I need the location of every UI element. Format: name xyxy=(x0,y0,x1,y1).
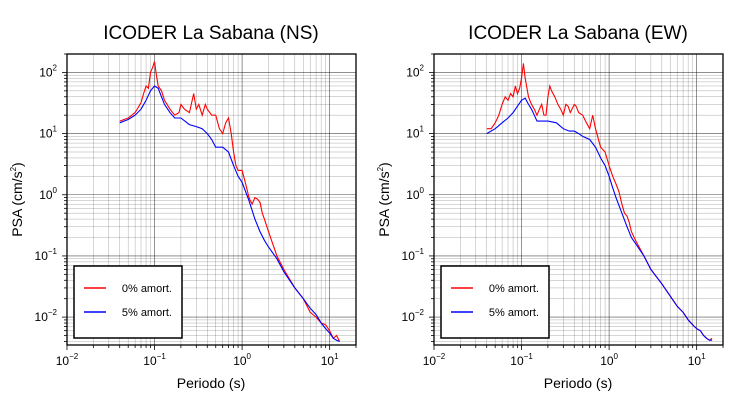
x-tick-label: 100 xyxy=(233,352,251,368)
x-tick-label: 10−2 xyxy=(423,352,446,368)
x-tick-label: 100 xyxy=(600,352,618,368)
x-tick-label: 10−1 xyxy=(143,352,166,368)
panel-ew: 10−2 10−1 100 101 102 101 100 10−1 10−2 ICODER La… xyxy=(376,23,724,391)
legend-box xyxy=(440,265,550,339)
grid xyxy=(433,53,724,345)
legend-label: 0% amort. xyxy=(489,283,539,295)
legend-label: 5% amort. xyxy=(489,307,539,319)
x-tick-label: 10−2 xyxy=(56,352,79,368)
legend: 0% amort. 5% amort. xyxy=(73,265,183,339)
ticks xyxy=(429,53,724,350)
plot-frame xyxy=(66,53,357,346)
ticks xyxy=(62,53,357,350)
x-tick-label: 10−1 xyxy=(510,352,533,368)
y-tick-label: 100 xyxy=(406,186,424,202)
x-axis-label: Periodo (s) xyxy=(544,375,612,391)
y-tick-label: 10−1 xyxy=(402,247,425,263)
plot-area xyxy=(119,61,341,343)
chart-title: ICODER La Sabana (EW) xyxy=(468,23,688,44)
y-axis-label: PSA (cm/s2) xyxy=(376,162,392,236)
legend: 0% amort. 5% amort. xyxy=(440,265,550,339)
legend-box xyxy=(73,265,183,339)
series-line-5-amort- xyxy=(486,97,713,341)
x-tick-label: 101 xyxy=(688,352,706,368)
x-axis-label: Periodo (s) xyxy=(177,375,245,391)
x-tick-label: 101 xyxy=(321,352,339,368)
plot-area xyxy=(486,63,713,341)
y-axis-label: PSA (cm/s2) xyxy=(9,162,25,236)
series-line-0-amort- xyxy=(119,61,341,342)
panel-ns: 10−2 10−1 100 101 102 101 100 10−1 10−2 ICODER La… xyxy=(9,23,357,391)
plot-frame xyxy=(433,53,724,346)
y-tick-label: 101 xyxy=(39,125,57,141)
y-tick-label: 102 xyxy=(39,63,57,79)
y-tick-label: 100 xyxy=(39,186,57,202)
chart-title: ICODER La Sabana (NS) xyxy=(103,23,318,44)
y-tick-label: 102 xyxy=(406,63,424,79)
grid xyxy=(66,53,357,345)
series-line-5-amort- xyxy=(119,85,340,343)
y-tick-label: 10−1 xyxy=(35,247,58,263)
y-tick-label: 10−2 xyxy=(402,308,425,324)
y-tick-label: 101 xyxy=(406,125,424,141)
legend-label: 5% amort. xyxy=(122,307,172,319)
legend-label: 0% amort. xyxy=(122,283,172,295)
y-tick-label: 10−2 xyxy=(35,308,58,324)
